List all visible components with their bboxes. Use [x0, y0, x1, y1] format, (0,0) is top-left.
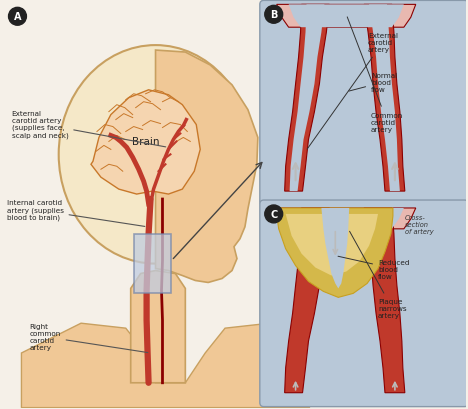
Polygon shape [285, 209, 329, 393]
Text: Common
carotid
artery: Common carotid artery [347, 18, 403, 132]
Polygon shape [155, 51, 258, 283]
Polygon shape [290, 5, 324, 192]
Polygon shape [285, 5, 329, 192]
Polygon shape [22, 324, 309, 408]
Circle shape [265, 7, 283, 24]
FancyBboxPatch shape [260, 200, 468, 407]
Polygon shape [131, 271, 185, 383]
Text: Internal carotid
artery (supplies
blood to brain): Internal carotid artery (supplies blood … [7, 200, 145, 227]
Text: A: A [14, 12, 21, 22]
Polygon shape [285, 214, 378, 276]
Text: Right
common
carotid
artery: Right common carotid artery [29, 324, 148, 353]
Text: B: B [270, 10, 278, 20]
Ellipse shape [58, 46, 252, 264]
Text: Normal
blood
flow: Normal blood flow [349, 73, 397, 93]
Polygon shape [369, 5, 400, 192]
Circle shape [265, 205, 283, 223]
Polygon shape [289, 209, 404, 229]
Polygon shape [276, 209, 393, 298]
Text: C: C [270, 209, 278, 219]
Polygon shape [322, 209, 349, 289]
FancyBboxPatch shape [134, 234, 171, 294]
Text: External
carotid artery
(supplies face,
scalp and neck): External carotid artery (supplies face, … [12, 110, 166, 148]
Text: Reduced
blood
flow: Reduced blood flow [338, 256, 410, 279]
FancyBboxPatch shape [260, 1, 468, 205]
Text: Cross-
section
of artery: Cross- section of artery [405, 214, 433, 234]
Polygon shape [364, 209, 405, 393]
Text: Brain: Brain [132, 137, 159, 147]
Polygon shape [277, 5, 416, 28]
Polygon shape [364, 5, 405, 192]
Text: Plaque
narrows
artery: Plaque narrows artery [350, 231, 407, 319]
Polygon shape [277, 209, 416, 229]
Polygon shape [289, 5, 404, 28]
Text: External
carotid
artery: External carotid artery [307, 33, 398, 150]
Polygon shape [91, 90, 200, 195]
Circle shape [8, 8, 26, 26]
